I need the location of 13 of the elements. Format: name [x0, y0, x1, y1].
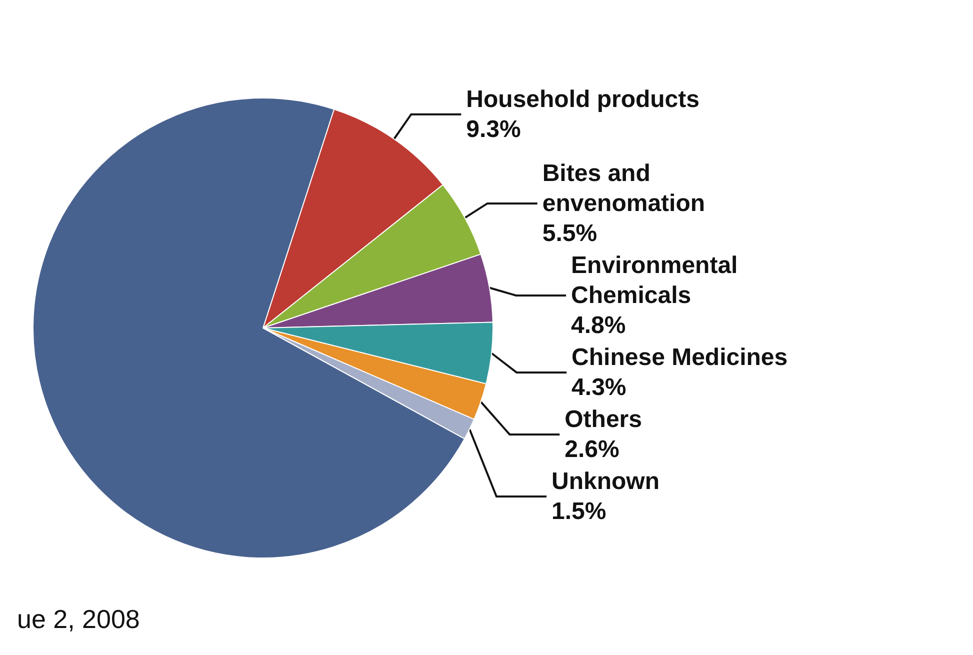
data-label: 4.8% [571, 312, 626, 339]
data-label: 5.5% [542, 220, 598, 247]
slice-label: Chinese Medicines [572, 344, 788, 371]
data-label: 4.3% [572, 374, 626, 401]
data-label: 2.6% [564, 436, 620, 463]
data-label: 9.3% [466, 116, 521, 143]
slice-label: Others [564, 406, 642, 433]
text: ue 2, 2008 [17, 604, 140, 634]
slice-label: Bites and envenomation [542, 160, 706, 217]
slice-label: Environmental Chemicals [571, 252, 744, 309]
slice-label: Household products [466, 86, 700, 113]
slice-label: Unknown [551, 468, 660, 495]
data-label: 1.5% [551, 498, 606, 525]
